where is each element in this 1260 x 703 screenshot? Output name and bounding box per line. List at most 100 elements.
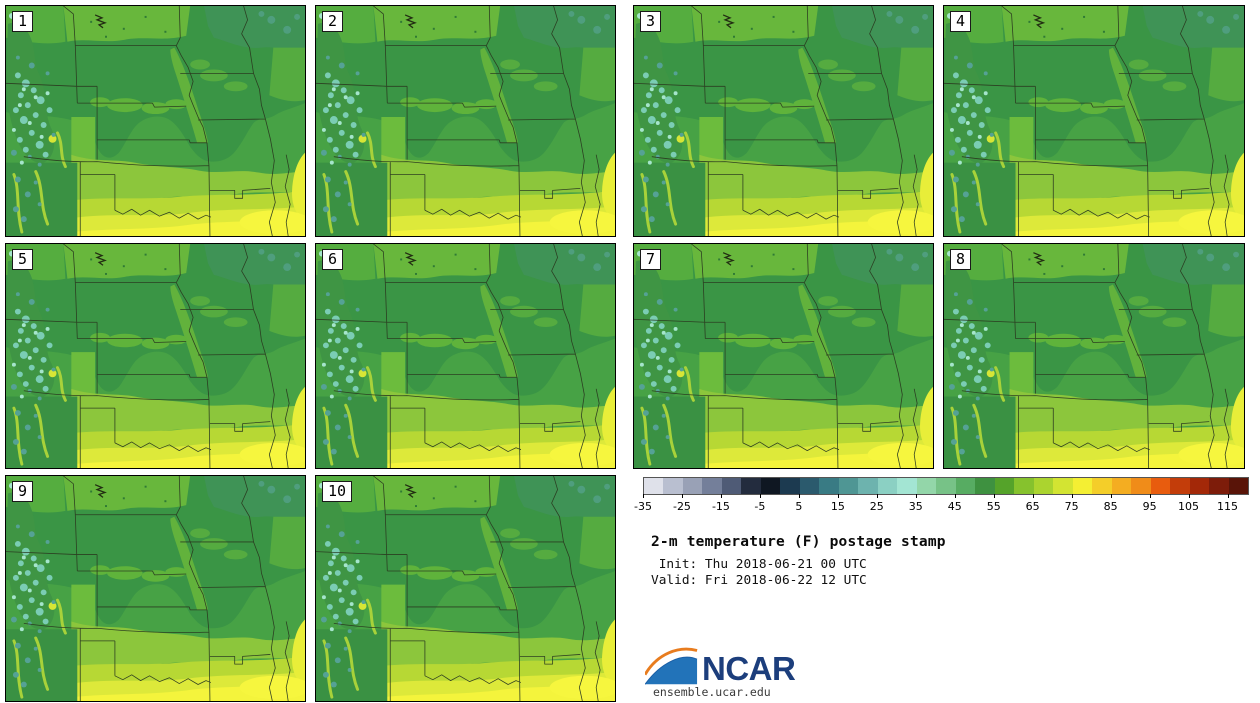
ensemble-member-panel-7: 7 <box>633 243 934 469</box>
colorbar-ticks: -35 -25 -15 -5 5 15 25 35 45 55 65 75 85 95 105 115 <box>634 494 1247 516</box>
colorbar-segment <box>916 478 937 494</box>
colorbar-tick-label: 25 <box>869 500 884 513</box>
colorbar-segment <box>721 478 742 494</box>
init-valid-block: Init: Thu 2018-06-21 00 UTC Valid: Fri 2… <box>651 557 867 588</box>
temperature-map <box>944 6 1244 236</box>
colorbar-segment <box>819 478 839 494</box>
ensemble-member-panel-1: 1 <box>5 5 306 237</box>
colorbar-segment <box>1072 478 1093 494</box>
ensemble-member-panel-4: 4 <box>943 5 1245 237</box>
ncar-swoosh-icon <box>645 647 699 686</box>
ensemble-member-panel-5: 5 <box>5 243 306 469</box>
colorbar-tick-mark <box>1032 494 1034 498</box>
colorbar-tick-label: 75 <box>1064 500 1079 513</box>
colorbar-segment <box>799 478 820 494</box>
colorbar-tick-label: 85 <box>1103 500 1118 513</box>
colorbar-tick-label: 15 <box>830 500 845 513</box>
panel-number-label: 4 <box>950 11 972 32</box>
temperature-colorbar <box>643 477 1249 495</box>
colorbar-tick-mark <box>1110 494 1112 498</box>
colorbar-tick-label: -25 <box>672 500 691 513</box>
colorbar-tick-label: 35 <box>908 500 923 513</box>
colorbar-tick-mark <box>798 494 800 498</box>
ncar-wordmark: NCAR <box>702 650 796 687</box>
panel-number-label: 6 <box>322 249 344 270</box>
colorbar-tick-label: 45 <box>947 500 962 513</box>
ensemble-member-panel-9: 9 <box>5 475 306 702</box>
colorbar-tick-mark <box>915 494 917 498</box>
colorbar-segment <box>838 478 859 494</box>
colorbar-segment <box>644 478 664 494</box>
temperature-map <box>6 244 305 468</box>
colorbar-tick-mark <box>876 494 878 498</box>
colorbar-segment <box>663 478 683 494</box>
colorbar-segment <box>1131 478 1151 494</box>
ensemble-member-panel-6: 6 <box>315 243 616 469</box>
colorbar-segment <box>955 478 976 494</box>
temperature-map <box>634 244 933 468</box>
colorbar-tick-label: 55 <box>986 500 1001 513</box>
colorbar-segment <box>741 478 761 494</box>
colorbar-tick-label: -5 <box>754 500 766 513</box>
ensemble-url: ensemble.ucar.edu <box>653 685 771 699</box>
colorbar-segment <box>1033 478 1054 494</box>
colorbar-segment <box>760 478 781 494</box>
colorbar-segment <box>1189 478 1210 494</box>
ncar-logo: NCAR <box>645 644 796 687</box>
panel-number-label: 8 <box>950 249 972 270</box>
colorbar-tick-mark <box>954 494 956 498</box>
figure-title: 2-m temperature (F) postage stamp <box>651 534 946 550</box>
colorbar-tick-label: 95 <box>1142 500 1157 513</box>
colorbar-segment <box>994 478 1015 494</box>
colorbar-tick-mark <box>993 494 995 498</box>
colorbar-tick-mark <box>1149 494 1151 498</box>
panel-number-label: 5 <box>12 249 34 270</box>
panel-number-label: 10 <box>322 481 353 502</box>
colorbar-segment <box>682 478 703 494</box>
colorbar-tick-mark <box>837 494 839 498</box>
panel-number-label: 9 <box>12 481 34 502</box>
init-time: Init: Thu 2018-06-21 00 UTC <box>651 557 867 572</box>
temperature-map <box>316 244 615 468</box>
ensemble-member-panel-2: 2 <box>315 5 616 237</box>
ensemble-member-panel-10: 10 <box>315 475 616 702</box>
colorbar-tick-label: 115 <box>1217 500 1239 513</box>
colorbar-tick-label: 105 <box>1178 500 1200 513</box>
colorbar-segment <box>877 478 898 494</box>
colorbar-tick-label: 5 <box>795 500 803 513</box>
colorbar-tick-mark <box>1227 494 1229 498</box>
colorbar-tick-mark <box>681 494 683 498</box>
panel-number-label: 3 <box>640 11 662 32</box>
colorbar-segment <box>1150 478 1171 494</box>
colorbar-segment <box>1228 478 1249 494</box>
colorbar-tick-mark <box>1188 494 1190 498</box>
colorbar-segment <box>1053 478 1073 494</box>
colorbar-segment <box>780 478 800 494</box>
ensemble-member-panel-3: 3 <box>633 5 934 237</box>
temperature-map <box>634 6 933 236</box>
temperature-map <box>944 244 1244 468</box>
colorbar-segment <box>936 478 956 494</box>
colorbar-tick-label: 65 <box>1025 500 1040 513</box>
ensemble-member-panel-8: 8 <box>943 243 1245 469</box>
colorbar-tick-mark <box>1071 494 1073 498</box>
colorbar-tick-label: -35 <box>634 500 652 513</box>
colorbar-tick-mark <box>643 494 644 498</box>
colorbar-segment <box>975 478 995 494</box>
panel-number-label: 1 <box>12 11 34 32</box>
temperature-map <box>316 6 615 236</box>
colorbar-segment <box>702 478 722 494</box>
colorbar-tick-mark <box>759 494 761 498</box>
colorbar-tick-label: -15 <box>711 500 730 513</box>
colorbar-segment <box>1014 478 1034 494</box>
colorbar-segment <box>897 478 917 494</box>
colorbar-segment <box>1111 478 1132 494</box>
colorbar-segment <box>1092 478 1112 494</box>
colorbar-segment <box>1170 478 1190 494</box>
colorbar-segment <box>1209 478 1229 494</box>
panel-number-label: 7 <box>640 249 662 270</box>
panel-number-label: 2 <box>322 11 344 32</box>
colorbar-segment <box>858 478 878 494</box>
temperature-map <box>6 476 305 701</box>
